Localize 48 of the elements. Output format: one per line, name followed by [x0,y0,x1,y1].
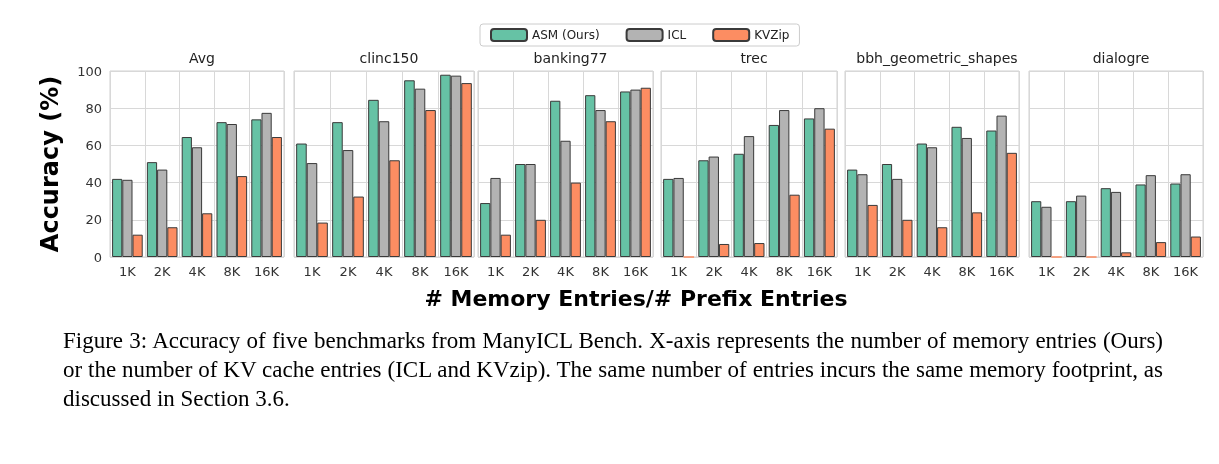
x-tick-label: 1K [854,264,872,279]
legend-label: ASM (Ours) [532,28,600,42]
x-tick-label: 16K [989,264,1015,279]
x-tick-label: 8K [775,264,794,279]
y-tick-label: 80 [85,100,102,116]
x-tick-label: 4K [188,264,206,279]
x-tick-label: 16K [806,264,833,279]
x-tick-label: 8K [592,264,610,279]
caption: Figure 3: Accuracy of five benchmarks from ManyICL Bench. X-axis represents the number of memory entries (Ours) or the number of KV cache entries (ICL and KVzip). The same number of entries incurs the same memory footprint, as discussed in Section 3.6. [63,327,1163,413]
x-tick-label: 2K [888,264,907,279]
x-tick-label: 2K [705,264,723,279]
chart-title: clinc150 [359,50,419,66]
x-tick-label: 1K [670,264,688,279]
x-tick-label: 4K [923,264,941,279]
x-tick-label: 8K [411,264,429,279]
x-axis-title: # Memory Entries/# Prefix Entries [423,286,849,311]
x-tick-label: 16K [1173,264,1199,279]
chart-title: trec [740,50,768,66]
x-tick-label: 8K [958,264,976,279]
chart-title: Avg [189,50,215,66]
y-tick-label: 20 [85,212,102,228]
y-tick-label: 60 [85,137,102,153]
x-tick-label: 1K [303,264,321,279]
x-tick-label: 4K [1107,264,1125,279]
x-tick-label: 16K [443,264,469,279]
y-tick-label: 40 [85,175,102,191]
y-axis-title: Accuracy (%) [36,75,64,253]
x-tick-label: 2K [522,264,540,279]
legend-label: KVZip [754,28,790,42]
x-tick-label: 2K [1072,264,1091,279]
x-tick-label: 4K [557,264,575,279]
chart-title: banking77 [533,50,608,66]
legend-label: ICL [667,28,687,42]
chart-title: dialogre [1092,50,1150,66]
x-tick-label: 1K [487,264,505,279]
x-tick-label: 2K [153,264,172,279]
x-tick-label: 8K [223,264,241,279]
chart-title: bbh_geometric_shapes [856,50,1018,66]
x-tick-label: 4K [375,264,393,279]
x-tick-label: 4K [740,264,758,279]
x-tick-label: 8K [1142,264,1160,279]
x-tick-label: 1K [119,264,137,279]
x-tick-label: 1K [1038,264,1056,279]
x-tick-label: 16K [254,264,280,279]
y-tick-label: 100 [77,63,102,79]
x-tick-label: 2K [339,264,357,279]
x-tick-label: 16K [622,264,649,279]
y-tick-label: 0 [93,249,102,265]
